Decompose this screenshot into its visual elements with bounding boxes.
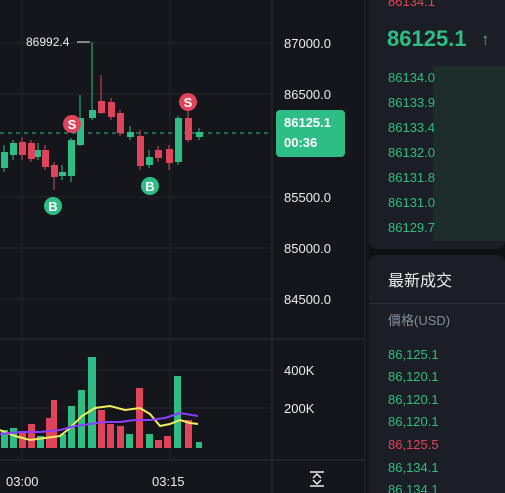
candle-countdown: 00:36 [284, 135, 318, 150]
trades-title: 最新成交 [388, 273, 453, 290]
price-tick: 86500.0 [284, 87, 331, 102]
bid-price: 86134.0 [388, 70, 435, 85]
candle [196, 128, 203, 140]
depth-bar [433, 116, 505, 141]
orderbook-card: 86134.1 86125.1 ↑ 86134.0 86133.9 86133.… [369, 0, 505, 249]
candlestick-chart[interactable]: 86992.4 [0, 0, 365, 493]
orderbook-row[interactable]: 86131.8 [369, 166, 505, 191]
price-tick: 87000.0 [284, 36, 331, 51]
orderbook-row[interactable]: 86129.7 [369, 216, 505, 241]
candle [108, 98, 115, 120]
candle [155, 146, 162, 162]
svg-text:B: B [145, 179, 154, 194]
candle [28, 140, 35, 162]
sell-marker[interactable]: S [179, 93, 197, 118]
price-tick: 84500.0 [284, 292, 331, 307]
bid-price: 86131.0 [388, 195, 435, 210]
bid-price: 86129.7 [388, 220, 435, 235]
last-price-value: 86125.1 [284, 115, 331, 130]
scroll-to-latest-icon[interactable] [310, 471, 324, 487]
volume-tick: 400K [284, 363, 315, 378]
candle [51, 162, 58, 190]
candle [175, 116, 182, 165]
orderbook-row[interactable]: 86132.0 [369, 141, 505, 166]
trade-row: 86,125.5 [388, 437, 439, 452]
buy-marker[interactable]: B [44, 197, 62, 215]
depth-bar [433, 91, 505, 116]
candle [89, 42, 96, 120]
candles [1, 42, 203, 190]
svg-text:S: S [184, 95, 193, 110]
time-tick: 03:00 [6, 474, 39, 489]
buy-marker[interactable]: B [141, 177, 159, 195]
candle [185, 116, 192, 142]
candle [68, 138, 75, 182]
candle [10, 140, 17, 160]
ma-slow-line [0, 411, 199, 435]
depth-bar [433, 66, 505, 91]
candle [1, 145, 8, 172]
depth-bar [433, 216, 505, 241]
orderbook-row[interactable]: 86131.0 [369, 191, 505, 216]
right-panel: 86134.1 86125.1 ↑ 86134.0 86133.9 86133.… [369, 0, 505, 493]
candle [117, 110, 124, 136]
arrow-up-icon: ↑ [481, 30, 490, 49]
candle [127, 126, 134, 140]
last-price-tag: 86125.1 00:36 [276, 110, 345, 157]
bid-price: 86133.9 [388, 95, 435, 110]
candle [98, 75, 105, 114]
bid-price: 86133.4 [388, 120, 435, 135]
candle [137, 130, 144, 170]
sell-marker[interactable]: S [63, 115, 81, 133]
candle [42, 145, 49, 170]
orderbook-row[interactable]: 86133.4 [369, 116, 505, 141]
ma-fast-line [0, 404, 199, 442]
volume-tick: 200K [284, 401, 315, 416]
trades-card: 最新成交 價格(USD) 86,125.1 86,120.1 86,120.1 … [369, 255, 505, 493]
orderbook-last-price: 86125.1 [387, 26, 467, 51]
high-price-label: 86992.4 [26, 35, 70, 49]
candle [166, 145, 173, 170]
trade-row: 86,120.1 [388, 414, 439, 429]
chart-grid [0, 0, 272, 460]
price-tick: 85000.0 [284, 241, 331, 256]
trade-row: 86,134.1 [388, 482, 439, 493]
candle [59, 165, 66, 180]
trade-row: 86,125.1 [388, 347, 439, 362]
trade-row: 86,120.1 [388, 392, 439, 407]
depth-bar [433, 141, 505, 166]
candle [146, 150, 153, 168]
top-ask-price: 86134.1 [388, 0, 435, 9]
depth-bar [433, 166, 505, 191]
price-tick: 85500.0 [284, 190, 331, 205]
trades-price-header: 價格(USD) [388, 313, 451, 328]
orderbook-row[interactable]: 86134.0 [369, 66, 505, 91]
candle [35, 143, 41, 160]
candle [19, 137, 26, 160]
svg-text:B: B [48, 199, 57, 214]
chart-canvas[interactable]: 86992.4 [0, 0, 365, 493]
svg-text:S: S [68, 117, 77, 132]
volume-bars [1, 357, 202, 448]
orderbook-row[interactable]: 86133.9 [369, 91, 505, 116]
trade-row: 86,120.1 [388, 369, 439, 384]
trades-divider [369, 303, 505, 304]
bid-price: 86131.8 [388, 170, 435, 185]
bid-price: 86132.0 [388, 145, 435, 160]
time-tick: 03:15 [152, 474, 185, 489]
trade-row: 86,134.1 [388, 460, 439, 475]
depth-bar [433, 191, 505, 216]
